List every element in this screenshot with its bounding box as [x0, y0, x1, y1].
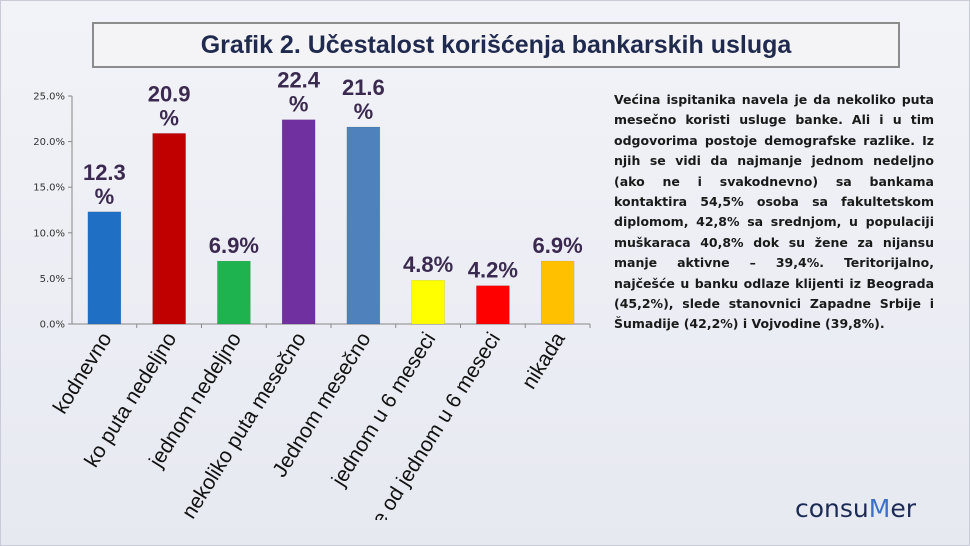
category-label-2: nekoliko puta nedeljno [51, 328, 181, 517]
y-tick-label: 5.0% [40, 274, 65, 285]
bar-1 [87, 211, 122, 325]
category-label-8: nikada [518, 328, 570, 393]
category-label-4: nekoliko puta mesečno [178, 328, 311, 520]
data-label-7: 4.2% [468, 258, 518, 283]
y-tick-label: 15.0% [33, 183, 65, 194]
y-tick-label: 25.0% [33, 92, 65, 103]
logo-prefix: consu [795, 494, 869, 523]
consumer-logo: consuMer [795, 494, 916, 523]
bar-6 [411, 279, 445, 325]
data-label-2: 20.9% [148, 81, 191, 130]
bar-8 [540, 260, 575, 325]
bar-2 [152, 133, 186, 325]
data-label-1: 12.3% [83, 160, 126, 209]
data-label-3: 6.9% [209, 233, 259, 258]
chart-title-box: Grafik 2. Učestalost korišćenja bankarsk… [92, 22, 900, 68]
y-tick-label: 0.0% [40, 320, 65, 331]
data-label-4: 22.4% [277, 68, 321, 117]
data-label-5: 21.6% [342, 75, 385, 124]
bar-3 [217, 260, 251, 325]
bar-7 [476, 285, 510, 325]
bar-5 [346, 126, 381, 325]
y-tick-label: 10.0% [33, 228, 65, 239]
chart-title: Grafik 2. Učestalost korišćenja bankarsk… [200, 30, 792, 59]
logo-suffix: er [890, 494, 917, 523]
description-text: Većina ispitanika navela je da nekoliko … [614, 92, 934, 332]
bar-chart: 0.0%5.0%10.0%15.0%20.0%25.0%12.3 %svakodn… [32, 68, 591, 520]
data-label-8: 6.9% [533, 233, 583, 258]
bar-4 [281, 119, 316, 325]
logo-accent: M [868, 494, 891, 523]
y-tick-label: 20.0% [33, 137, 65, 148]
data-label-6: 4.8% [403, 252, 453, 277]
